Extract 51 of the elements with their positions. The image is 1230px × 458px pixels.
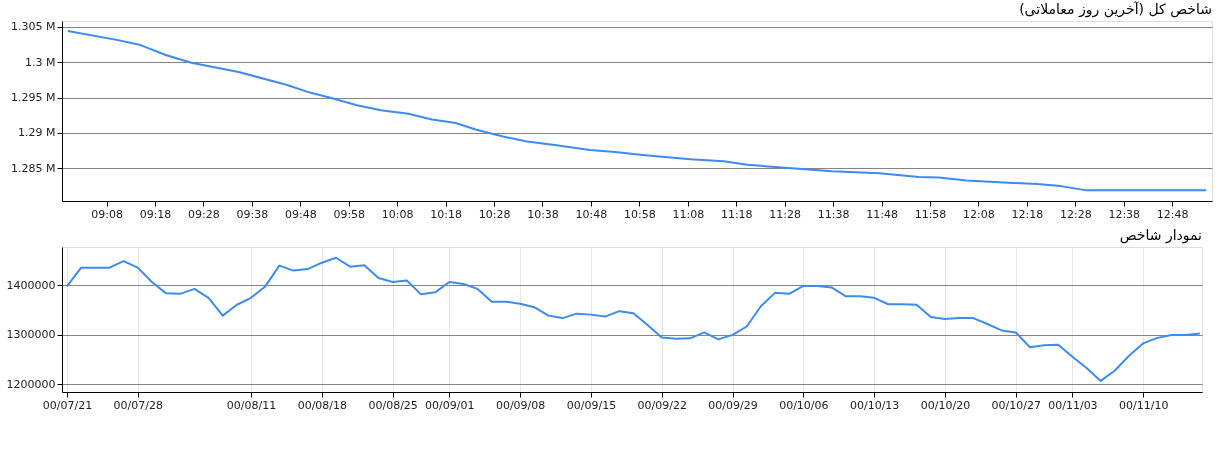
x-tick-label: 09:18 bbox=[139, 207, 172, 221]
x-tick-label: 11:38 bbox=[817, 207, 850, 221]
x-tick-label: 09:48 bbox=[284, 207, 317, 221]
x-tick-label: 00/09/29 bbox=[708, 398, 758, 412]
x-tick-label: 00/07/28 bbox=[113, 398, 163, 412]
y-tick-label: 1.29 M bbox=[18, 126, 56, 140]
x-tick-label: 10:18 bbox=[430, 207, 462, 221]
x-tick-label: 00/10/20 bbox=[920, 398, 971, 412]
x-tick-label: 00/09/08 bbox=[495, 398, 546, 412]
x-tick-label: 00/10/06 bbox=[779, 398, 829, 412]
x-tick-label: 10:28 bbox=[478, 207, 511, 221]
chart-title: شاخص کل (آخرین روز معاملاتی) bbox=[1019, 0, 1212, 18]
line-series bbox=[66, 29, 1208, 192]
y-tick-label: 1.295 M bbox=[11, 91, 56, 105]
x-tick-label: 09:08 bbox=[91, 207, 123, 221]
x-tick-label: 11:28 bbox=[769, 207, 802, 221]
y-tick-label: 1.3 M bbox=[25, 55, 56, 69]
y-tick-label: 1.305 M bbox=[11, 20, 56, 34]
x-tick-label: 00/09/01 bbox=[425, 398, 475, 412]
x-tick-label: 10:58 bbox=[624, 207, 656, 221]
y-tick-label: 1300000 bbox=[6, 328, 56, 342]
y-tick-label: 1200000 bbox=[6, 377, 56, 391]
x-tick-label: 11:08 bbox=[672, 207, 705, 221]
y-tick-label: 1400000 bbox=[6, 278, 56, 292]
x-tick-label: 11:48 bbox=[866, 207, 898, 221]
chart-title: نمودار شاخص bbox=[1119, 227, 1202, 244]
x-tick-label: 00/09/22 bbox=[637, 398, 687, 412]
x-tick-label: 09:38 bbox=[236, 207, 269, 221]
x-tick-label: 11:18 bbox=[720, 207, 753, 221]
x-tick-label: 00/10/13 bbox=[849, 398, 900, 412]
x-tick-label: 00/09/15 bbox=[566, 398, 617, 412]
line-series bbox=[65, 256, 1201, 382]
x-tick-label: 00/10/27 bbox=[991, 398, 1041, 412]
x-tick-label: 00/08/25 bbox=[368, 398, 418, 412]
y-tick-label: 1.285 M bbox=[11, 161, 56, 175]
x-tick-label: 12:48 bbox=[1156, 207, 1189, 221]
x-tick-label: 00/11/10 bbox=[1119, 398, 1169, 412]
x-tick-label: 10:48 bbox=[575, 207, 608, 221]
x-tick-label: 00/11/03 bbox=[1048, 398, 1098, 412]
x-tick-label: 12:28 bbox=[1059, 207, 1092, 221]
x-tick-label: 00/08/11 bbox=[226, 398, 277, 412]
x-tick-label: 10:08 bbox=[381, 207, 414, 221]
x-tick-label: 12:08 bbox=[963, 207, 995, 221]
x-tick-label: 00/07/21 bbox=[42, 398, 93, 412]
x-tick-label: 12:18 bbox=[1011, 207, 1044, 221]
x-tick-label: 10:38 bbox=[527, 207, 559, 221]
x-tick-label: 09:58 bbox=[333, 207, 366, 221]
x-tick-label: 12:38 bbox=[1108, 207, 1141, 221]
x-tick-label: 11:58 bbox=[914, 207, 947, 221]
x-tick-label: 00/08/18 bbox=[297, 398, 348, 412]
x-tick-label: 09:28 bbox=[188, 207, 220, 221]
